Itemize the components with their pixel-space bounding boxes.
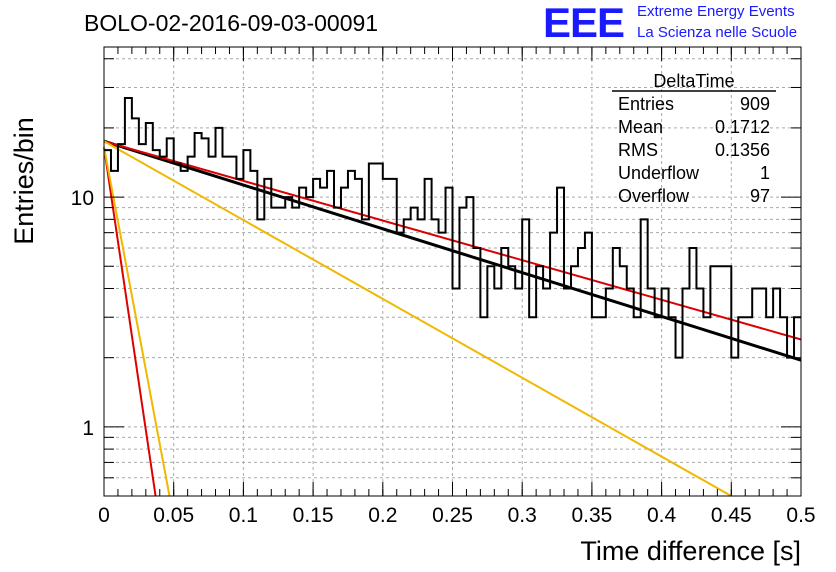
x-tick-label: 0.5	[786, 504, 815, 527]
stats-title: DeltaTime	[653, 71, 734, 91]
x-tick-label: 0.4	[647, 504, 677, 527]
x-tick-label: 0.1	[229, 504, 258, 527]
x-tick-label: 0.2	[368, 504, 397, 527]
stats-box: DeltaTime Entries 909 Mean 0.1712 RMS 0.…	[612, 71, 776, 206]
stats-label-overflow: Overflow	[618, 186, 690, 206]
stats-value-mean: 0.1712	[715, 117, 770, 137]
stats-value-overflow: 97	[750, 186, 770, 206]
y-axis-label: Entries/bin	[9, 117, 39, 245]
plot-title: BOLO-02-2016-09-03-00091	[84, 10, 379, 36]
x-tick-label: 0.05	[153, 504, 194, 527]
tick-labels: 0 0.05 0.1 0.15 0.2 0.25 0.3 0.35 0.4 0.45 0.5 1 10	[71, 187, 816, 527]
fit-curve	[103, 146, 157, 497]
stats-label-entries: Entries	[618, 94, 674, 114]
stats-label-underflow: Underflow	[618, 163, 700, 183]
x-tick-label: 0.35	[571, 504, 612, 527]
stats-value-rms: 0.1356	[715, 140, 770, 160]
stats-label-mean: Mean	[618, 117, 663, 137]
eee-logo-line1: Extreme Energy Events	[637, 3, 795, 20]
y-tick-label: 1	[82, 417, 94, 440]
x-tick-label: 0.25	[432, 504, 473, 527]
x-tick-label: 0	[98, 504, 110, 527]
fit-curve	[103, 140, 732, 497]
x-tick-label: 0.15	[293, 504, 334, 527]
histogram-outline	[104, 96, 801, 359]
x-axis-label: Time difference [s]	[580, 536, 801, 566]
eee-logo: EEE	[543, 0, 625, 46]
x-tick-label: 0.3	[508, 504, 537, 527]
eee-logo-line2: La Scienza nelle Scuole	[637, 24, 798, 41]
histogram	[104, 96, 801, 359]
y-tick-label: 10	[71, 187, 94, 210]
stats-label-rms: RMS	[618, 140, 658, 160]
axis-ticks	[103, 47, 802, 496]
stats-value-entries: 909	[740, 94, 770, 114]
stats-value-underflow: 1	[760, 163, 770, 183]
x-tick-label: 0.45	[711, 504, 752, 527]
fit-curve	[103, 146, 171, 497]
